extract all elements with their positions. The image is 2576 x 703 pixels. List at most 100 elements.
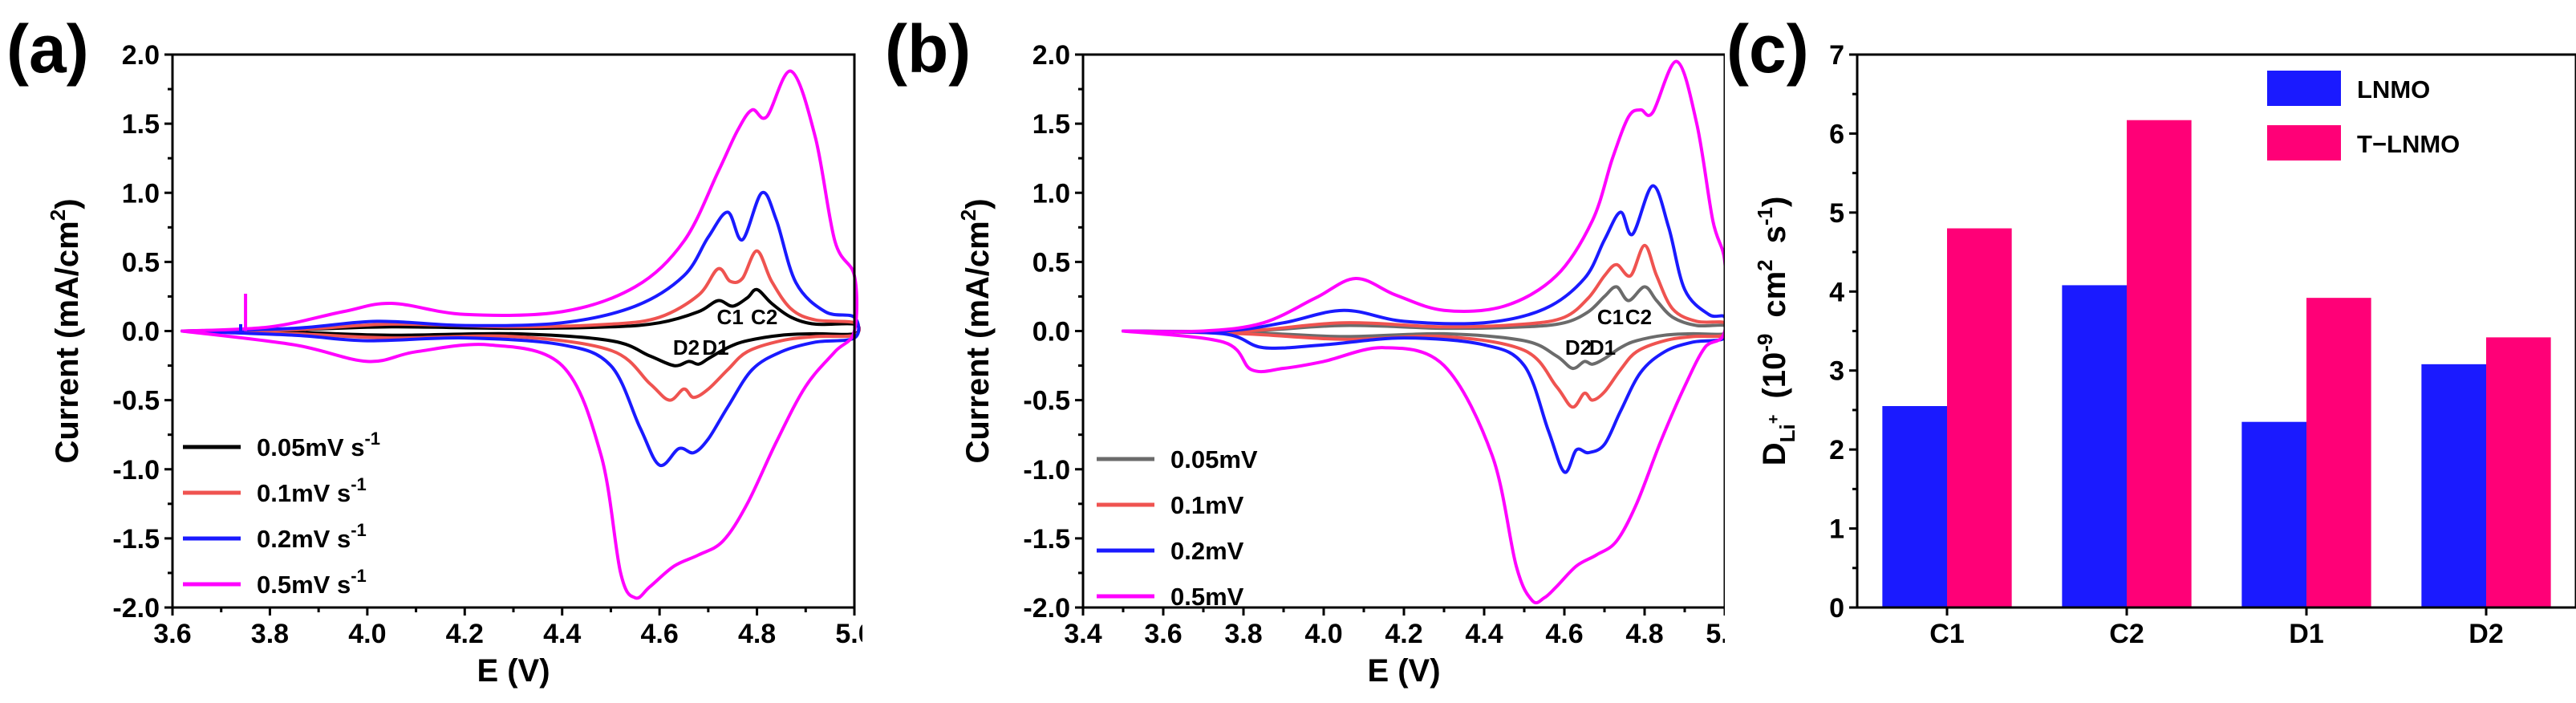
panel-b-legend-label-3: 0.5mV xyxy=(1170,583,1244,611)
panel-a-peak-label-d1: D1 xyxy=(702,335,728,360)
panel-a-y-axis-title: Current (mA/cm2) xyxy=(46,198,85,463)
panel-c-x-tick-label: C2 xyxy=(2109,619,2144,649)
panel-c-y-title-cmexp: 2 xyxy=(1753,259,1777,270)
panel-b-cv-curve-2 xyxy=(1122,184,1725,474)
panel-a-legend-text: 0.1mV s xyxy=(257,479,351,507)
panel-a-x-tick-label: 4.4 xyxy=(543,619,581,649)
panel-a-peak-label-d2: D2 xyxy=(673,335,700,360)
panel-b-legend-text: 0.05mV xyxy=(1170,445,1258,473)
panel-b-x-tick-label: 4.0 xyxy=(1304,619,1342,649)
panel-a-y-tick-label: 1.0 xyxy=(122,178,160,209)
panel-c-legend-swatch-0 xyxy=(2267,71,2341,106)
panel-b-x-tick-label: 4.6 xyxy=(1545,619,1583,649)
panel-c-y-tick-label: 1 xyxy=(1829,514,1844,545)
panel-c-y-title-sexp: -1 xyxy=(1753,207,1777,226)
panel-b-x-tick-label: 3.8 xyxy=(1224,619,1262,649)
panel-b-x-tick-label: 3.6 xyxy=(1144,619,1182,649)
panel-c-legend-swatch-1 xyxy=(2267,125,2341,161)
panel-b-y-tick-label: 2.0 xyxy=(1032,40,1070,71)
panel-a-panel-label: (a) xyxy=(6,11,89,87)
panel-a-legend-sup: -1 xyxy=(351,520,367,540)
panel-c-y-title-exp: -9 xyxy=(1753,334,1777,352)
panel-a-legend-text: 0.2mV s xyxy=(257,525,351,553)
panel-c-x-tick-label: D1 xyxy=(2289,619,2323,649)
panel-a-y-title-end: ) xyxy=(50,198,85,209)
panel-a-legend-label-2: 0.2mV s-1 xyxy=(257,520,367,553)
panel-a-legend-label-1: 0.1mV s-1 xyxy=(257,474,367,507)
panel-c-y-title-cm: cm xyxy=(1757,271,1792,334)
panel-b-cv-curve-1 xyxy=(1122,243,1725,409)
panel-c-bar-lnmo-d2 xyxy=(2421,364,2486,608)
panel-a-peak-label-c1: C1 xyxy=(717,305,744,329)
panel-b-legend-text: 0.1mV xyxy=(1170,491,1244,519)
panel-b-y-tick-label: 0.0 xyxy=(1032,317,1070,347)
panel-a-cv-chart: 3.6 3.8 4.0 4.2 4.4 4.6 4.8 5.0 -2.0 -1.5 -1.0 -0.5… xyxy=(6,11,862,689)
panel-c-bar-tlnmo-c1 xyxy=(1947,228,2012,608)
panel-a-y-title-main: Current (mA/cm xyxy=(50,221,85,463)
panel-b-y-title-end: ) xyxy=(960,198,996,209)
panel-b-x-tick-label: 3.4 xyxy=(1064,619,1101,649)
panel-b-y-tick-label: -1.0 xyxy=(1023,455,1070,486)
panel-b-legend-text: 0.5mV xyxy=(1170,583,1244,611)
panel-b-y-title-main: Current (mA/cm xyxy=(960,221,996,463)
panel-c-y-title-subsup: + xyxy=(1765,415,1783,425)
panel-c-y-tick-label: 2 xyxy=(1829,435,1844,465)
panel-a-x-axis-title: E (V) xyxy=(477,653,550,689)
panel-a-x-tick-label: 3.8 xyxy=(251,619,289,649)
panel-b-x-axis-title: E (V) xyxy=(1367,653,1440,689)
panel-b-peak-label-d2: D2 xyxy=(1565,335,1592,360)
panel-b-y-tick-label: 0.5 xyxy=(1032,247,1070,278)
panel-c-y-tick-label: 5 xyxy=(1829,198,1844,229)
panel-b-y-axis-title: Current (mA/cm2) xyxy=(956,198,996,463)
panel-a-cv-curve-3 xyxy=(181,69,858,600)
panel-c-legend-label-1: T−LNMO xyxy=(2357,130,2460,158)
panel-b-peak-label-d1: D1 xyxy=(1589,335,1616,360)
panel-b-panel-label: (b) xyxy=(885,11,971,87)
panel-b-cv-chart: 3.4 3.6 3.8 4.0 4.2 4.4 4.6 4.8 5.0 -2.0 -1.5 -1.0 -… xyxy=(885,11,1725,689)
panel-c-y-axis-title: DLi+ (10-9 cm2 s-1) xyxy=(1753,197,1799,466)
panel-c-bar-tlnmo-d2 xyxy=(2486,337,2551,608)
panel-b-peak-label-c2: C2 xyxy=(1625,305,1652,329)
panel-c-y-tick-label: 4 xyxy=(1829,277,1844,307)
panel-b-y-tick-label: 1.5 xyxy=(1032,109,1070,140)
panel-b-x-tick-label: 4.2 xyxy=(1385,619,1422,649)
panel-a-legend-text: 0.5mV s xyxy=(257,571,351,599)
panel-c-panel-label: (c) xyxy=(1726,11,1809,87)
panel-b-peak-label-c1: C1 xyxy=(1597,305,1624,329)
panel-b-legend-label-1: 0.1mV xyxy=(1170,491,1244,519)
panel-a-x-tick-label: 4.2 xyxy=(446,619,484,649)
panel-a-y-title-sup: 2 xyxy=(46,209,70,221)
panel-a-legend-label-0: 0.05mV s-1 xyxy=(257,429,380,461)
panel-b-y-tick-label: -1.5 xyxy=(1023,524,1070,555)
panel-c-y-title-close: ) xyxy=(1757,197,1792,207)
panel-a-y-tick-label: 2.0 xyxy=(122,40,160,71)
panel-b-x-tick-label: 4.8 xyxy=(1625,619,1663,649)
panel-a-legend-sup: -1 xyxy=(351,566,367,586)
panel-b-legend-label-2: 0.2mV xyxy=(1170,537,1244,565)
panel-b-x-tick-label: 5.0 xyxy=(1706,619,1725,649)
panel-a-y-tick-label: 0.0 xyxy=(122,317,160,347)
panel-a-y-tick-label: -1.0 xyxy=(112,455,160,486)
panel-c-y-tick-label: 6 xyxy=(1829,119,1844,149)
panel-b-cv-curve-0 xyxy=(1122,285,1725,371)
panel-b-y-tick-label: 1.0 xyxy=(1032,178,1070,209)
panel-c-bar-tlnmo-d1 xyxy=(2306,298,2371,608)
panel-a-y-tick-label: -1.5 xyxy=(112,524,160,555)
panel-b-y-tick-label: -2.0 xyxy=(1023,593,1070,624)
panel-b-legend-text: 0.2mV xyxy=(1170,537,1244,565)
panel-a-legend-text: 0.05mV s xyxy=(257,433,364,461)
panel-b-x-tick-label: 4.4 xyxy=(1465,619,1503,649)
panel-a-x-tick-label: 5.0 xyxy=(835,619,862,649)
panel-c-bar-lnmo-c1 xyxy=(1882,406,1947,608)
panel-a-peak-label-c2: C2 xyxy=(751,305,777,329)
panel-c-y-title-sub: Li xyxy=(1775,424,1799,442)
panel-c-y-title-s: s xyxy=(1757,226,1792,259)
panel-b-legend-label-0: 0.05mV xyxy=(1170,445,1258,473)
panel-a-y-tick-label: 0.5 xyxy=(122,247,160,278)
panel-c-y-title-d: D xyxy=(1757,442,1792,465)
panel-c-bar-lnmo-c2 xyxy=(2062,285,2127,608)
panel-a-legend-label-3: 0.5mV s-1 xyxy=(257,566,367,599)
panel-a-x-tick-label: 3.6 xyxy=(153,619,191,649)
panel-a-legend-sup: -1 xyxy=(351,474,367,494)
